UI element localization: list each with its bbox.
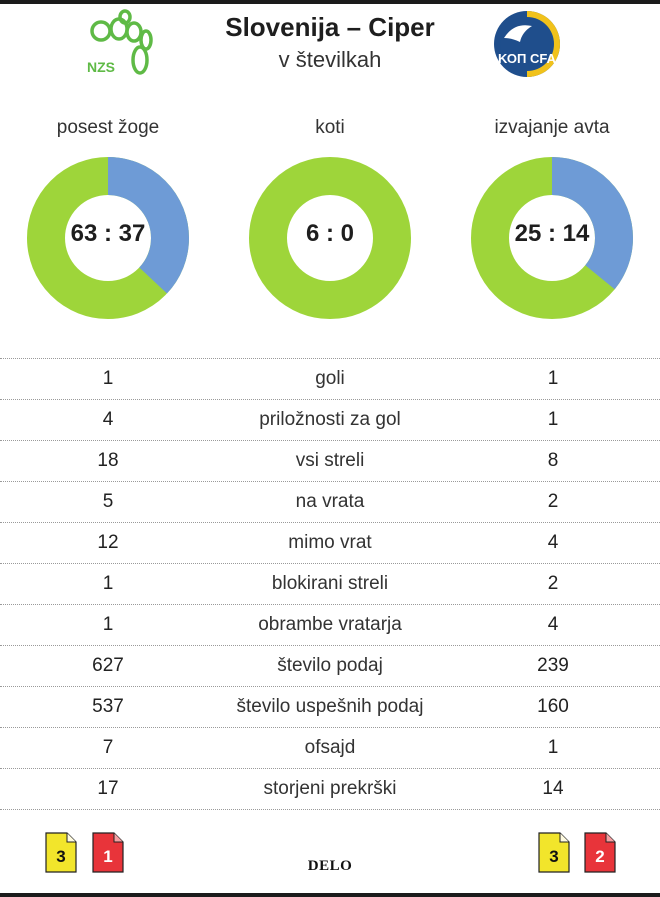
stat-row-chances: 4 priložnosti za gol 1 <box>0 400 660 441</box>
donut-value-possession: 63 : 37 <box>70 220 146 247</box>
stat-home-value: 12 <box>97 532 119 553</box>
stat-row-total-shots: 18 vsi streli 8 <box>0 441 660 482</box>
nzs-logo: NZS <box>87 9 153 75</box>
yellow-card-icon <box>45 832 77 873</box>
home-yellow-card: 3 <box>45 832 77 873</box>
away-yellow-card: 3 <box>538 832 570 873</box>
stat-away-value: 8 <box>547 450 559 471</box>
away-red-card: 2 <box>584 832 616 873</box>
stat-row-off-target: 12 mimo vrat 4 <box>0 523 660 564</box>
donut-chart-possession <box>27 157 189 319</box>
stat-home-value: 627 <box>92 655 124 676</box>
stat-home-value: 1 <box>102 368 114 389</box>
top-border <box>0 0 660 4</box>
donut-label-corners: koti <box>315 117 345 138</box>
stat-home-value: 4 <box>102 409 114 430</box>
away-yellow-card-count: 3 <box>549 847 559 866</box>
stat-row-saves: 1 obrambe vratarja 4 <box>0 605 660 646</box>
stat-away-value: 2 <box>547 573 559 594</box>
stats-table: 1 goli 1 4 priložnosti za gol 1 18 vsi s… <box>0 358 660 810</box>
red-card-icon <box>584 832 616 873</box>
stat-home-value: 1 <box>102 614 114 635</box>
stat-away-value: 1 <box>547 368 559 389</box>
stat-label: blokirani streli <box>271 573 389 594</box>
stat-home-value: 537 <box>92 696 124 717</box>
publisher-brand: DELO <box>307 858 353 874</box>
stat-row-passes: 627 število podaj 239 <box>0 646 660 687</box>
stat-label: število podaj <box>277 655 383 676</box>
stat-row-on-target: 5 na vrata 2 <box>0 482 660 523</box>
donut-segment-away <box>27 157 189 319</box>
page-subtitle: v številkah <box>278 47 382 72</box>
bottom-border <box>0 893 660 897</box>
stat-home-value: 5 <box>102 491 114 512</box>
stat-label: priložnosti za gol <box>259 409 401 430</box>
stat-row-successful-passes: 537 število uspešnih podaj 160 <box>0 687 660 728</box>
cfa-logo-text: ΚΟΠ CFA <box>498 51 557 66</box>
stat-label: število uspešnih podaj <box>236 696 424 717</box>
donut-chart-corners <box>249 157 411 319</box>
stat-label: storjeni prekrški <box>263 778 397 799</box>
donut-segment-home <box>249 157 411 319</box>
stat-away-value: 14 <box>542 778 564 799</box>
away-red-card-count: 2 <box>595 847 605 866</box>
donut-label-possession: posest žoge <box>56 117 160 138</box>
stat-label: ofsajd <box>304 737 356 758</box>
stat-label: mimo vrat <box>288 532 372 553</box>
stat-label: goli <box>315 368 345 389</box>
stat-label: vsi streli <box>295 450 365 471</box>
home-red-card: 1 <box>92 832 124 873</box>
stat-home-value: 1 <box>102 573 114 594</box>
stat-away-value: 4 <box>547 614 559 635</box>
donut-segment-away <box>471 157 633 319</box>
stat-away-value: 1 <box>547 737 559 758</box>
stat-row-blocked-shots: 1 blokirani streli 2 <box>0 564 660 605</box>
stat-home-value: 18 <box>97 450 119 471</box>
stat-home-value: 17 <box>97 778 119 799</box>
stat-home-value: 7 <box>102 737 114 758</box>
nzs-logo-text: NZS <box>87 59 115 75</box>
stat-away-value: 160 <box>537 696 569 717</box>
yellow-card-icon <box>538 832 570 873</box>
donut-value-corners: 6 : 0 <box>305 220 355 247</box>
stat-label: na vrata <box>295 491 365 512</box>
home-red-card-count: 1 <box>103 847 113 866</box>
donut-chart-throw-ins <box>471 157 633 319</box>
page-title: Slovenija – Ciper <box>225 12 435 42</box>
stat-away-value: 1 <box>547 409 559 430</box>
stat-row-fouls: 17 storjeni prekrški 14 <box>0 769 660 810</box>
donut-value-throw-ins: 25 : 14 <box>514 220 590 247</box>
stat-away-value: 4 <box>547 532 559 553</box>
cfa-logo: ΚΟΠ CFA <box>494 11 560 77</box>
stat-row-offside: 7 ofsajd 1 <box>0 728 660 769</box>
stat-label: obrambe vratarja <box>258 614 402 635</box>
stat-away-value: 239 <box>537 655 569 676</box>
donut-label-throw-ins: izvajanje avta <box>494 117 610 138</box>
stat-away-value: 2 <box>547 491 559 512</box>
stat-row-goals: 1 goli 1 <box>0 359 660 400</box>
red-card-icon <box>92 832 124 873</box>
home-yellow-card-count: 3 <box>56 847 66 866</box>
